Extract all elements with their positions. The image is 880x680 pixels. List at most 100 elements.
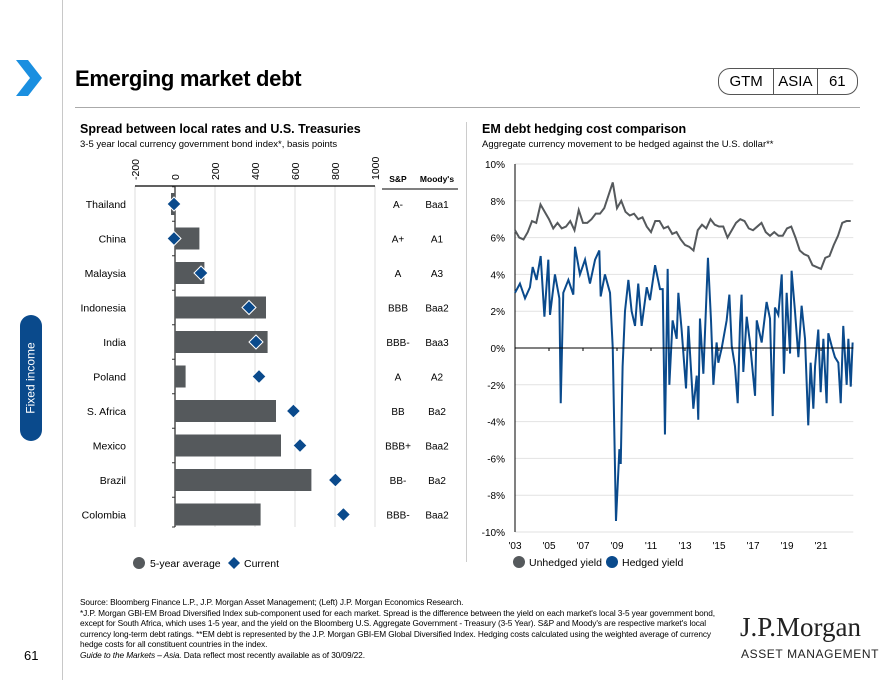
y-tick-label: 10%: [485, 160, 505, 171]
as-of-note: Data reflect most recently available as …: [181, 649, 365, 660]
hedging-line-chart: 10% 8% 6% 4% 2% 0% -2% -4% -6% -8% -10%'03 '05 '07 '0…: [482, 160, 854, 569]
sp-rating: A: [395, 269, 402, 280]
moodys-rating: Baa2: [425, 442, 449, 453]
current-marker: [335, 506, 352, 523]
category-label: S. Africa: [87, 406, 126, 418]
category-label: China: [99, 234, 127, 246]
x-tick-label: -200: [130, 159, 142, 180]
jpmorgan-logo: J.P.Morgan: [740, 612, 862, 642]
current-marker: [251, 368, 267, 385]
x-tick-label: '07: [576, 541, 589, 552]
guide-title: Guide to the Markets – Asia.: [80, 649, 182, 660]
badge-gtm: GTM: [719, 69, 775, 94]
y-tick-label: -10%: [482, 528, 505, 539]
y-tick-label: 4%: [491, 270, 506, 281]
header-rule: [75, 107, 860, 108]
current-marker: [166, 230, 182, 247]
current-marker: [285, 403, 302, 419]
y-tick-label: -2%: [487, 381, 505, 392]
category-label: Brazil: [100, 475, 126, 487]
page-number: 61: [24, 648, 39, 663]
x-tick-label: '03: [508, 541, 521, 552]
category-label: Colombia: [82, 510, 127, 522]
category-label: Indonesia: [80, 303, 126, 315]
right-chart-title: EM debt hedging cost comparison: [482, 122, 687, 136]
logo-subtitle: ASSET MANAGEMENT: [741, 647, 880, 661]
x-tick-label: 200: [210, 162, 222, 180]
x-tick-label: 600: [290, 162, 302, 180]
y-tick-label: -6%: [487, 454, 505, 465]
legend-unhedged-swatch: [513, 556, 525, 568]
y-tick-label: 8%: [491, 197, 506, 208]
moodys-rating: Baa1: [425, 200, 449, 211]
bar-5yr-average: [175, 503, 261, 526]
x-tick-label: '19: [780, 541, 793, 552]
right-chart-subtitle: Aggregate currency movement to be hedged…: [482, 139, 774, 150]
bar-5yr-average: [175, 227, 200, 250]
sp-rating: BBB+: [385, 442, 411, 453]
unhedged-yield-line: [514, 182, 851, 271]
category-label: Malaysia: [85, 268, 127, 280]
moodys-rating: Ba2: [428, 407, 446, 418]
bar-5yr-average: [175, 469, 312, 491]
hedged-yield-line: [514, 246, 854, 522]
moodys-rating: Baa2: [425, 304, 449, 315]
moodys-rating: A2: [431, 373, 444, 384]
x-tick-label: 0: [170, 174, 182, 180]
sp-rating: A+: [392, 235, 405, 246]
category-label: Poland: [93, 372, 126, 384]
section-tab[interactable]: [20, 315, 42, 441]
spread-bar-chart: -200 0 200 400 600 800 1000 S&P Moody's Thailand A…: [80, 156, 458, 570]
current-marker: [241, 299, 257, 316]
legend-hedged-label: Hedged yield: [622, 557, 683, 569]
legend-average-label: 5-year average: [150, 558, 221, 570]
current-marker: [193, 265, 209, 281]
x-tick-label: '05: [542, 541, 555, 552]
category-label: Mexico: [93, 441, 126, 453]
badge-region: ASIA: [774, 69, 818, 94]
methodology-note: *J.P. Morgan GBI-EM Broad Diversified In…: [80, 607, 715, 650]
gtm-badge: GTM ASIA 61: [718, 68, 858, 95]
y-tick-label: 0%: [491, 344, 506, 355]
bar-5yr-average: [175, 365, 186, 388]
current-marker: [248, 334, 264, 350]
moodys-rating: A3: [431, 269, 444, 280]
category-label: India: [103, 337, 126, 349]
y-tick-label: -4%: [487, 418, 505, 429]
current-marker: [166, 196, 182, 212]
page-divider: [62, 0, 63, 680]
bar-5yr-average: [175, 262, 205, 284]
x-tick-label: 800: [330, 162, 342, 180]
bar-5yr-average: [175, 296, 266, 319]
page-title: Emerging market debt: [75, 66, 302, 91]
y-tick-label: 2%: [491, 307, 506, 318]
x-tick-label: '15: [712, 541, 725, 552]
sp-rating: BBB: [388, 304, 408, 315]
bar-5yr-average: [175, 400, 276, 422]
sp-rating: BBB-: [386, 511, 409, 522]
moodys-rating: Ba2: [428, 476, 446, 487]
x-tick-label: '11: [645, 541, 658, 552]
left-chart-subtitle: 3-5 year local currency government bond …: [80, 139, 338, 150]
y-tick-label: 6%: [491, 234, 506, 245]
left-chart-title: Spread between local rates and U.S. Trea…: [80, 122, 361, 136]
x-tick-label: '09: [610, 541, 623, 552]
sp-rating: A-: [393, 200, 403, 211]
moodys-rating: Baa3: [425, 338, 449, 349]
bar-5yr-average: [175, 434, 281, 457]
x-tick-label: '21: [814, 541, 827, 552]
bar-5yr-average: [175, 331, 268, 353]
y-tick-label: -8%: [487, 491, 505, 502]
x-tick-label: '17: [746, 541, 759, 552]
sp-rating: BBB-: [386, 338, 409, 349]
badge-page: 61: [828, 73, 846, 90]
sp-rating: A: [395, 373, 402, 384]
sp-header: S&P: [389, 174, 407, 184]
source-note: Source: Bloomberg Finance L.P., J.P. Mor…: [80, 597, 464, 607]
legend-current-swatch: [228, 557, 240, 569]
legend-average-swatch: [133, 557, 145, 569]
footnotes: Source: Bloomberg Finance L.P., J.P. Mor…: [80, 597, 720, 660]
sp-rating: BB: [391, 407, 405, 418]
moodys-rating: Baa2: [425, 511, 449, 522]
legend-unhedged-label: Unhedged yield: [529, 557, 602, 569]
